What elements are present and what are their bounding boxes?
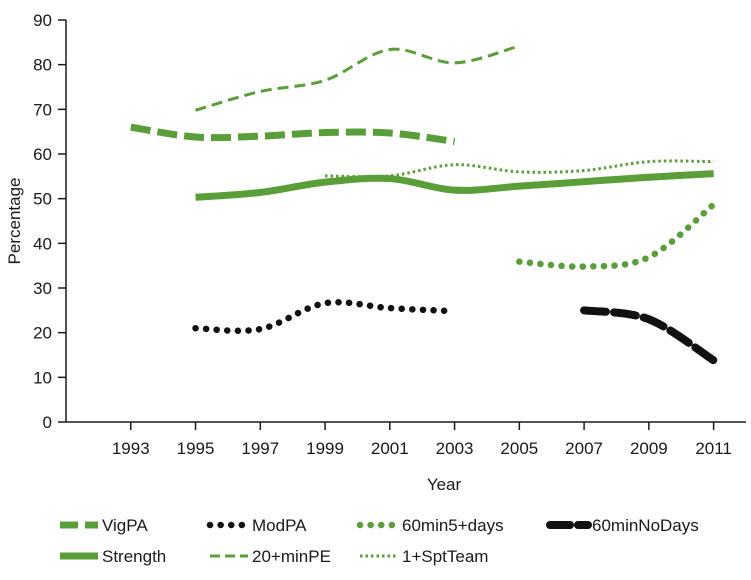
x-tick-label: 1999 bbox=[306, 439, 344, 458]
x-tick-label: 1997 bbox=[241, 439, 279, 458]
y-tick-label: 40 bbox=[33, 234, 52, 253]
legend-label: Strength bbox=[102, 547, 166, 566]
x-tick-label: 2003 bbox=[436, 439, 474, 458]
y-tick-label: 60 bbox=[33, 145, 52, 164]
series-lines bbox=[130, 44, 718, 365]
legend-item-vigpa: VigPA bbox=[60, 516, 148, 535]
y-axis-title: Percentage bbox=[5, 178, 24, 265]
series-line-modpa bbox=[192, 298, 458, 334]
series-line-1-sptteam bbox=[325, 159, 714, 179]
y-tick-label: 30 bbox=[33, 279, 52, 298]
y-tick-label: 10 bbox=[33, 368, 52, 387]
x-tick-label: 2009 bbox=[630, 439, 668, 458]
y-tick-label: 90 bbox=[33, 11, 52, 30]
x-axis-title: Year bbox=[427, 475, 462, 494]
x-tick-label: 2001 bbox=[371, 439, 409, 458]
y-tick-label: 0 bbox=[43, 413, 52, 432]
x-tick-label: 2011 bbox=[695, 439, 732, 458]
legend-item-1-sptteam: 1+SptTeam bbox=[360, 547, 488, 566]
y-tick-label: 50 bbox=[33, 190, 52, 209]
y-tick-label: 20 bbox=[33, 324, 52, 343]
legend-label: 60min5+days bbox=[402, 516, 504, 535]
legend-item-modpa: ModPA bbox=[206, 516, 307, 535]
legend-item-60min5-days: 60min5+days bbox=[356, 516, 504, 535]
legend: VigPA ModPA 60min5+days 60minNoDays Strength… bbox=[60, 516, 699, 566]
x-tick-label: 1995 bbox=[177, 439, 215, 458]
legend-label: ModPA bbox=[252, 516, 307, 535]
y-tick-label: 80 bbox=[33, 56, 52, 75]
legend-label: 60minNoDays bbox=[592, 516, 699, 535]
tick-marks: 0 10 20 30 40 50 60 70 80 90 1993 1995 1997 1999 2001 2… bbox=[33, 11, 732, 458]
axes bbox=[65, 20, 746, 423]
series-line-60min5-days bbox=[516, 201, 717, 270]
legend-label: VigPA bbox=[102, 516, 148, 535]
series-line-20-minpe bbox=[195, 44, 520, 112]
x-tick-label: 1993 bbox=[112, 439, 150, 458]
legend-item-strength: Strength bbox=[60, 547, 166, 566]
legend-item-20-minpe: 20+minPE bbox=[210, 547, 331, 566]
x-tick-label: 2007 bbox=[565, 439, 603, 458]
series-line-60minnodays bbox=[580, 306, 718, 365]
series-line-vigpa bbox=[130, 123, 456, 145]
legend-item-60minnodays: 60minNoDays bbox=[546, 516, 699, 535]
legend-label: 20+minPE bbox=[252, 547, 331, 566]
x-tick-label: 2005 bbox=[500, 439, 538, 458]
y-tick-label: 70 bbox=[33, 100, 52, 119]
series-line-strength bbox=[195, 170, 714, 201]
legend-label: 1+SptTeam bbox=[402, 547, 488, 566]
